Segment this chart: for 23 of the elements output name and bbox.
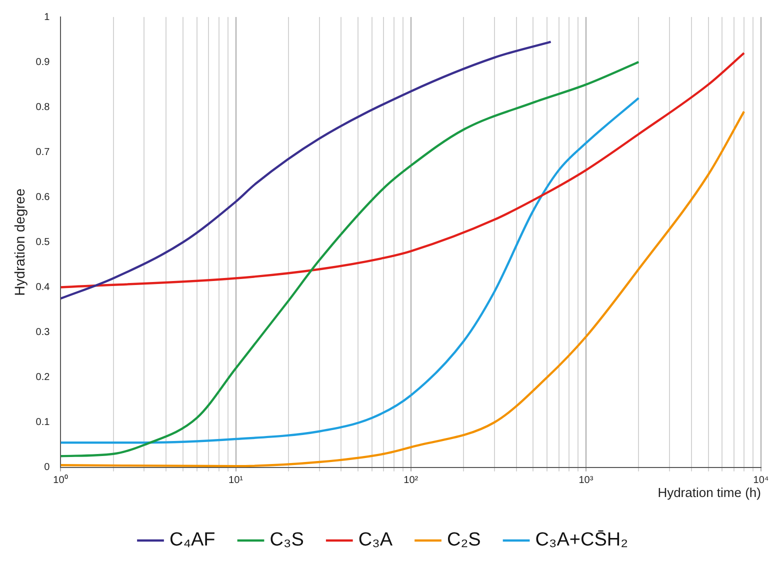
legend-label: C₄AF bbox=[169, 530, 216, 551]
x-axis-title: Hydration time (h) bbox=[658, 484, 761, 500]
y-tick-label: 0.4 bbox=[36, 282, 50, 293]
y-tick-label: 0.9 bbox=[36, 56, 50, 68]
y-axis-title: Hydration degree bbox=[11, 188, 28, 296]
legend-label: C₃A+CS̄H₂ bbox=[535, 530, 628, 551]
x-tick-label: 10² bbox=[404, 475, 419, 486]
y-tick-label: 0 bbox=[44, 462, 50, 474]
x-tick-label: 10⁰ bbox=[53, 474, 68, 486]
y-tick-label: 1 bbox=[44, 12, 50, 23]
y-tick-label: 0.3 bbox=[36, 327, 50, 338]
y-tick-label: 0.1 bbox=[36, 417, 50, 428]
legend-label: C₃A bbox=[358, 530, 393, 551]
y-tick-label: 0.5 bbox=[36, 236, 50, 248]
x-tick-label: 10¹ bbox=[228, 475, 244, 486]
y-tick-label: 0.2 bbox=[36, 372, 50, 384]
y-tick-label: 0.6 bbox=[36, 192, 50, 203]
y-tick-label: 0.7 bbox=[36, 146, 50, 158]
y-tick-label: 0.8 bbox=[36, 102, 50, 113]
x-tick-label: 10³ bbox=[578, 475, 594, 486]
x-tick-label: 10⁴ bbox=[753, 475, 769, 486]
legend-label: C₂S bbox=[447, 530, 481, 551]
legend-label: C₃S bbox=[270, 530, 304, 551]
